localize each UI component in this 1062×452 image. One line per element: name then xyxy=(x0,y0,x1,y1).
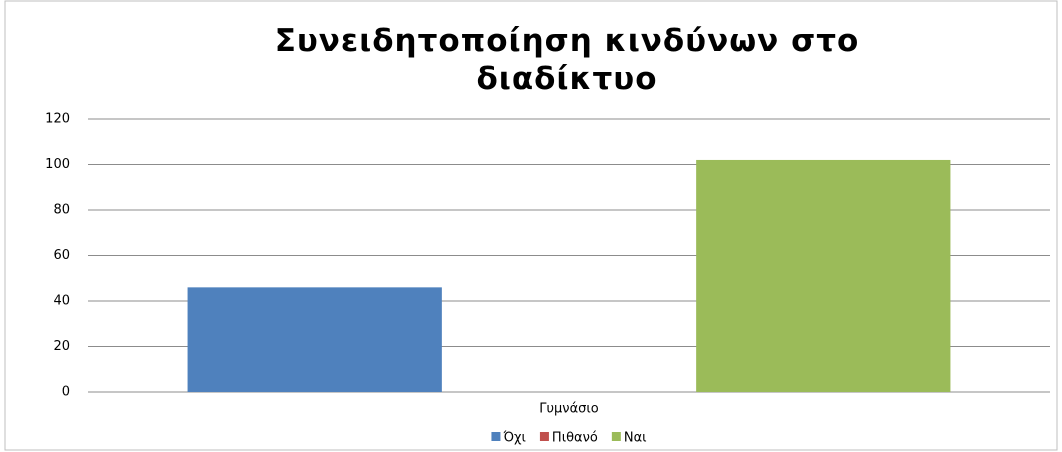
y-tick-label: 60 xyxy=(53,248,70,263)
legend-label: Πιθανό xyxy=(552,431,598,446)
legend-swatch xyxy=(611,432,621,441)
y-tick-label: 40 xyxy=(53,294,70,309)
bar xyxy=(696,159,951,392)
y-tick-label: 20 xyxy=(53,339,70,354)
chart-border xyxy=(4,0,1058,451)
legend-label: Όχι xyxy=(502,431,525,446)
y-tick-label: 80 xyxy=(53,203,70,218)
y-tick-label: 0 xyxy=(62,385,70,400)
legend-swatch xyxy=(491,432,501,441)
x-tick-label: Γυμνάσιο xyxy=(539,402,599,417)
legend-swatch xyxy=(539,432,549,441)
legend-label: Ναι xyxy=(624,431,647,446)
chart-title: Συνειδητοποίηση κινδύνων στο διαδίκτυο xyxy=(274,23,860,97)
y-tick-label: 100 xyxy=(45,157,70,172)
y-tick-label: 120 xyxy=(45,112,70,127)
bar xyxy=(187,287,442,392)
